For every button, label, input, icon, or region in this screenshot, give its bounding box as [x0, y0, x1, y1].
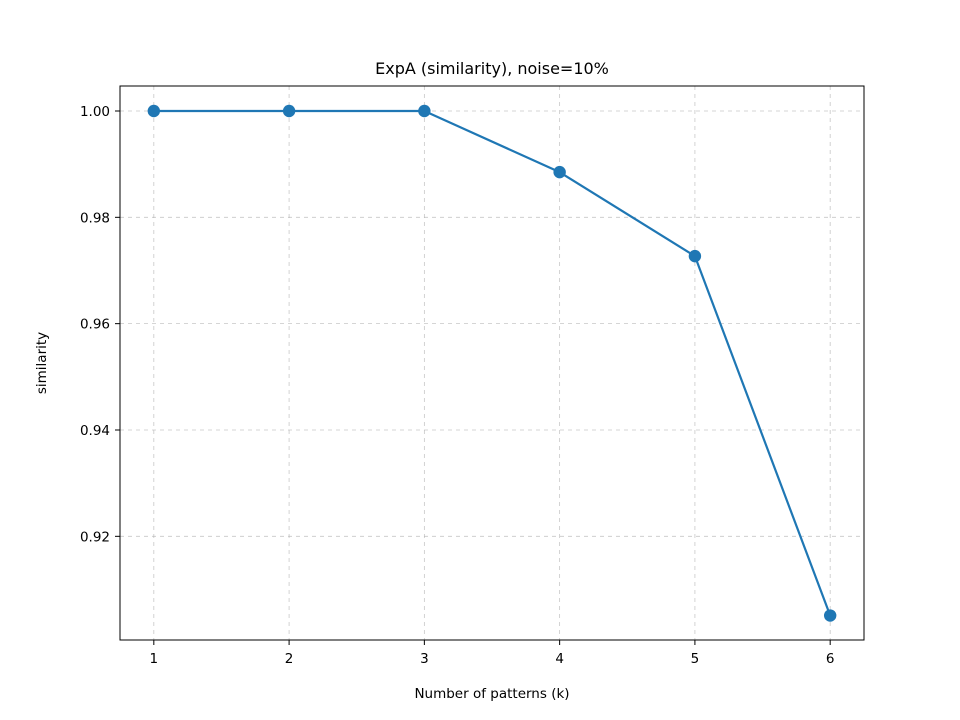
y-tick-label: 0.94: [80, 423, 110, 439]
y-tick-label: 1.00: [80, 104, 110, 120]
data-point: [418, 104, 431, 118]
y-axis-label: similarity: [34, 332, 50, 394]
axis-ticks: 1 2 3 4 5 6 0.92 0.94 0.96 0.98 1.00: [80, 104, 835, 667]
y-tick-label: 0.98: [80, 210, 110, 226]
x-tick-label: 3: [420, 651, 429, 667]
data-point: [823, 609, 837, 622]
data-point: [553, 165, 566, 179]
y-tick-label: 0.92: [80, 529, 110, 545]
chart-title: ExpA (similarity), noise=10%: [375, 59, 609, 78]
data-point: [282, 104, 296, 118]
data-point: [688, 249, 702, 263]
x-tick-label: 1: [150, 651, 159, 667]
grid: [120, 86, 864, 640]
x-tick-label: 5: [691, 651, 700, 667]
plot-frame: [119, 85, 865, 641]
x-tick-label: 6: [826, 651, 835, 667]
x-axis-label: Number of patterns (k): [414, 686, 569, 702]
series-layer: [147, 104, 837, 622]
data-point: [147, 104, 161, 118]
x-tick-label: 2: [285, 651, 294, 667]
x-tick-label: 4: [555, 651, 564, 667]
series-line: [153, 109, 832, 616]
y-tick-label: 0.96: [80, 317, 110, 333]
